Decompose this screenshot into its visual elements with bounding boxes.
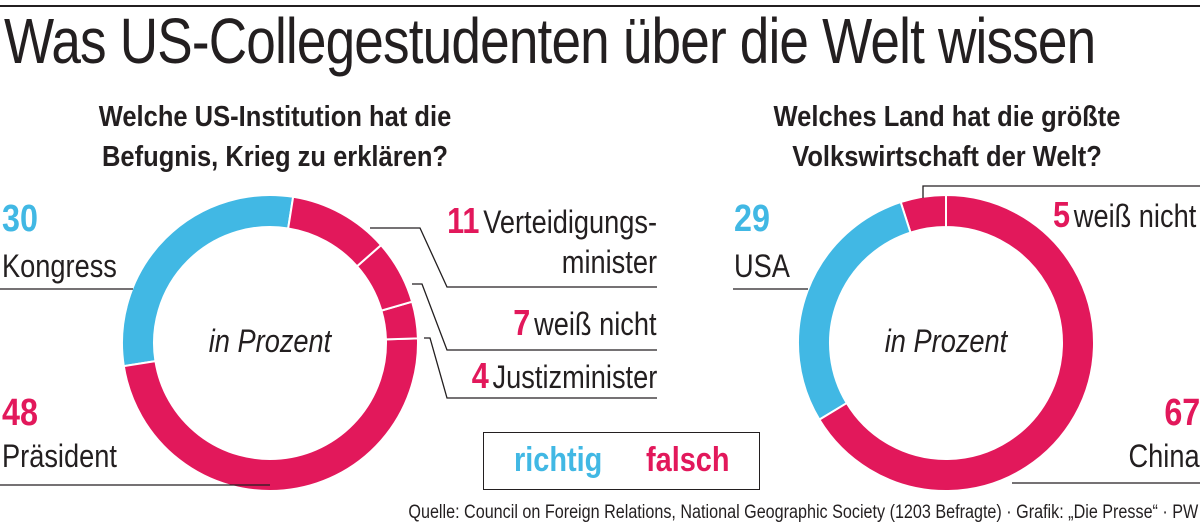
connector-weiss-nicht-right bbox=[922, 185, 1200, 198]
legend-falsch: falsch bbox=[646, 441, 730, 479]
top-rule bbox=[0, 5, 1200, 7]
label-weiss-nicht-right-text: weiß nicht bbox=[1073, 198, 1197, 234]
label-weiss-nicht-left: 7 weiß nicht bbox=[514, 302, 657, 344]
label-praesident: Präsident bbox=[2, 438, 117, 474]
label-verteidigungsminister-line1: Verteidigungs- bbox=[483, 204, 657, 240]
label-china-value: 67 bbox=[1164, 392, 1200, 434]
label-weiss-nicht-right: 5 weiß nicht bbox=[1053, 194, 1196, 236]
legend-richtig: richtig bbox=[514, 441, 603, 479]
donut-slice-china bbox=[818, 193, 1095, 492]
label-verteidigungsminister: 11 Verteidigungs- minister bbox=[447, 200, 657, 290]
donut-slice-präsident bbox=[122, 337, 419, 492]
connector-weiss-nicht-left bbox=[412, 283, 657, 351]
label-weiss-nicht-left-text: weiß nicht bbox=[534, 306, 657, 342]
page-title: Was US-Collegestudenten über die Welt wi… bbox=[4, 5, 1096, 77]
chart1-title: Welche US-Institution hat die Befugnis, … bbox=[73, 97, 478, 177]
label-justizminister-value: 4 bbox=[471, 355, 489, 396]
source-footer: Quelle: Council on Foreign Relations, Na… bbox=[408, 502, 1198, 523]
label-usa-value: 29 bbox=[734, 198, 770, 240]
label-china: China bbox=[1128, 438, 1200, 474]
legend: richtig falsch bbox=[483, 432, 760, 490]
chart1-title-line1: Welche US-Institution hat die bbox=[98, 101, 452, 133]
label-justizminister: 4 Justizminister bbox=[471, 355, 657, 397]
label-verteidigungsminister-line2: minister bbox=[561, 244, 657, 280]
label-kongress: Kongress bbox=[2, 248, 117, 284]
donut-slice-verteidigungsminister bbox=[287, 195, 383, 268]
chart1-center-label: in Prozent bbox=[208, 323, 332, 359]
connector-verteidigungsminister bbox=[370, 227, 657, 288]
chart2-title-line2: Volkswirtschaft der Welt? bbox=[792, 141, 1102, 173]
donut-slice-weiß-nicht bbox=[355, 243, 414, 312]
connector-justizminister bbox=[424, 337, 657, 399]
donut-slice-justizminister bbox=[380, 300, 419, 341]
label-weiss-nicht-right-value: 5 bbox=[1053, 194, 1071, 235]
label-usa: USA bbox=[734, 248, 790, 284]
label-kongress-value: 30 bbox=[2, 198, 38, 240]
donut-slice-usa bbox=[797, 200, 912, 422]
chart2-center-label: in Prozent bbox=[884, 323, 1008, 359]
chart2-title: Welches Land hat die größte Volkswirtsch… bbox=[745, 97, 1150, 177]
chart1-title-line2: Befugnis, Krieg zu erklären? bbox=[101, 141, 449, 173]
label-praesident-value: 48 bbox=[2, 392, 38, 434]
label-weiss-nicht-left-value: 7 bbox=[513, 302, 531, 343]
label-justizminister-text: Justizminister bbox=[492, 359, 657, 395]
chart2-title-line1: Welches Land hat die größte bbox=[773, 101, 1121, 133]
label-verteidigungsminister-value: 11 bbox=[446, 200, 480, 241]
